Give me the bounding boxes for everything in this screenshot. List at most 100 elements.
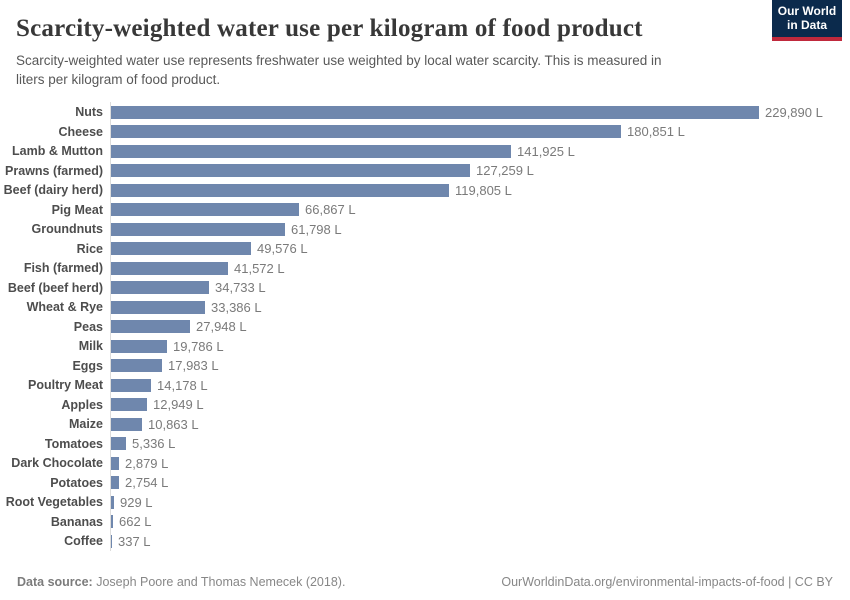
plot-area: 2,879 L xyxy=(110,453,850,473)
bar[interactable] xyxy=(111,378,151,392)
plot-area: 49,576 L xyxy=(110,238,850,259)
value-label: 127,259 L xyxy=(476,163,534,179)
category-label: Milk xyxy=(78,339,103,354)
category-label: Rice xyxy=(76,241,103,256)
bar[interactable] xyxy=(111,339,167,353)
chart-row: Root Vegetables 929 L xyxy=(0,492,850,512)
category-label: Maize xyxy=(68,417,103,432)
chart-row: Potatoes 2,754 L xyxy=(0,472,850,493)
bar[interactable] xyxy=(111,222,285,236)
bar[interactable] xyxy=(111,144,511,158)
bar[interactable] xyxy=(111,359,162,373)
value-label: 119,805 L xyxy=(455,182,512,198)
plot-area: 5,336 L xyxy=(110,433,850,454)
value-label: 66,867 L xyxy=(305,202,356,218)
category-label: Dark Chocolate xyxy=(11,456,103,471)
bar[interactable] xyxy=(111,515,113,529)
value-label: 12,949 L xyxy=(153,397,204,413)
value-label: 5,336 L xyxy=(132,436,176,452)
chart-row: Rice 49,576 L xyxy=(0,238,850,259)
category-label: Apples xyxy=(61,397,103,412)
plot-area: 14,178 L xyxy=(110,375,850,395)
plot-area: 41,572 L xyxy=(110,258,850,278)
category-label: Pig Meat xyxy=(51,202,103,217)
chart-row: Lamb & Mutton 141,925 L xyxy=(0,141,850,161)
bar[interactable] xyxy=(111,437,126,451)
bar[interactable] xyxy=(111,183,449,197)
chart-row: Groundnuts 61,798 L xyxy=(0,219,850,239)
plot-area: 119,805 L xyxy=(110,180,850,200)
category-label: Potatoes xyxy=(50,475,103,490)
plot-area: 27,948 L xyxy=(110,316,850,337)
value-label: 10,863 L xyxy=(148,416,199,432)
chart-row: Tomatoes 5,336 L xyxy=(0,433,850,454)
plot-area: 66,867 L xyxy=(110,199,850,220)
bar[interactable] xyxy=(111,281,209,295)
page-title: Scarcity-weighted water use per kilogram… xyxy=(16,15,643,42)
plot-area: 229,890 L xyxy=(110,102,850,122)
bar-chart: Nuts 229,890 L Cheese 180,851 L Lamb & Mutto… xyxy=(0,102,850,551)
value-label: 34,733 L xyxy=(215,280,266,296)
value-label: 2,879 L xyxy=(125,455,169,471)
chart-row: Wheat & Rye 33,386 L xyxy=(0,297,850,317)
bar[interactable] xyxy=(111,242,251,256)
bar[interactable] xyxy=(111,456,119,470)
plot-area: 662 L xyxy=(110,511,850,532)
chart-row: Beef (beef herd) 34,733 L xyxy=(0,277,850,298)
plot-area: 10,863 L xyxy=(110,414,850,434)
bar[interactable] xyxy=(111,203,299,217)
category-label: Wheat & Rye xyxy=(26,300,103,315)
bar[interactable] xyxy=(111,495,114,509)
plot-area: 180,851 L xyxy=(110,121,850,142)
category-label: Beef (beef herd) xyxy=(7,280,103,295)
chart-row: Peas 27,948 L xyxy=(0,316,850,337)
chart-row: Beef (dairy herd) 119,805 L xyxy=(0,180,850,200)
owid-logo[interactable]: Our World in Data xyxy=(772,0,842,41)
bar[interactable] xyxy=(111,300,205,314)
bar[interactable] xyxy=(111,534,112,548)
bar[interactable] xyxy=(111,398,147,412)
category-label: Prawns (farmed) xyxy=(5,163,103,178)
chart-row: Maize 10,863 L xyxy=(0,414,850,434)
chart-row: Nuts 229,890 L xyxy=(0,102,850,122)
bar[interactable] xyxy=(111,476,119,490)
value-label: 17,983 L xyxy=(168,358,219,374)
chart-row: Pig Meat 66,867 L xyxy=(0,199,850,220)
chart-row: Bananas 662 L xyxy=(0,511,850,532)
data-source-text: Joseph Poore and Thomas Nemecek (2018). xyxy=(92,575,346,589)
value-label: 180,851 L xyxy=(627,124,685,140)
chart-header: Scarcity-weighted water use per kilogram… xyxy=(0,0,850,89)
data-source-label: Data source: xyxy=(17,575,93,589)
category-label: Eggs xyxy=(72,358,103,373)
category-label: Tomatoes xyxy=(44,436,103,451)
category-label: Nuts xyxy=(75,105,103,120)
bar[interactable] xyxy=(111,125,621,139)
plot-area: 19,786 L xyxy=(110,336,850,356)
chart-row: Milk 19,786 L xyxy=(0,336,850,356)
value-label: 14,178 L xyxy=(157,377,208,393)
chart-row: Eggs 17,983 L xyxy=(0,355,850,376)
owid-logo-line1: Our World xyxy=(777,4,837,18)
chart-row: Apples 12,949 L xyxy=(0,394,850,415)
owid-url-attribution: OurWorldinData.org/environmental-impacts… xyxy=(501,575,833,589)
chart-row: Fish (farmed) 41,572 L xyxy=(0,258,850,278)
category-label: Beef (dairy herd) xyxy=(3,183,103,198)
plot-area: 141,925 L xyxy=(110,141,850,161)
plot-area: 127,259 L xyxy=(110,160,850,181)
bar[interactable] xyxy=(111,261,228,275)
chart-row: Cheese 180,851 L xyxy=(0,121,850,142)
value-label: 662 L xyxy=(119,514,152,530)
bar[interactable] xyxy=(111,105,759,119)
chart-row: Dark Chocolate 2,879 L xyxy=(0,453,850,473)
bar[interactable] xyxy=(111,417,142,431)
chart-footer: Data source: Joseph Poore and Thomas Nem… xyxy=(17,575,833,589)
plot-area: 17,983 L xyxy=(110,355,850,376)
category-label: Root Vegetables xyxy=(5,495,103,510)
plot-area: 2,754 L xyxy=(110,472,850,493)
bar[interactable] xyxy=(111,164,470,178)
chart-row: Poultry Meat 14,178 L xyxy=(0,375,850,395)
bar[interactable] xyxy=(111,320,190,334)
value-label: 41,572 L xyxy=(234,260,285,276)
value-label: 33,386 L xyxy=(211,299,262,315)
category-label: Cheese xyxy=(58,124,103,139)
